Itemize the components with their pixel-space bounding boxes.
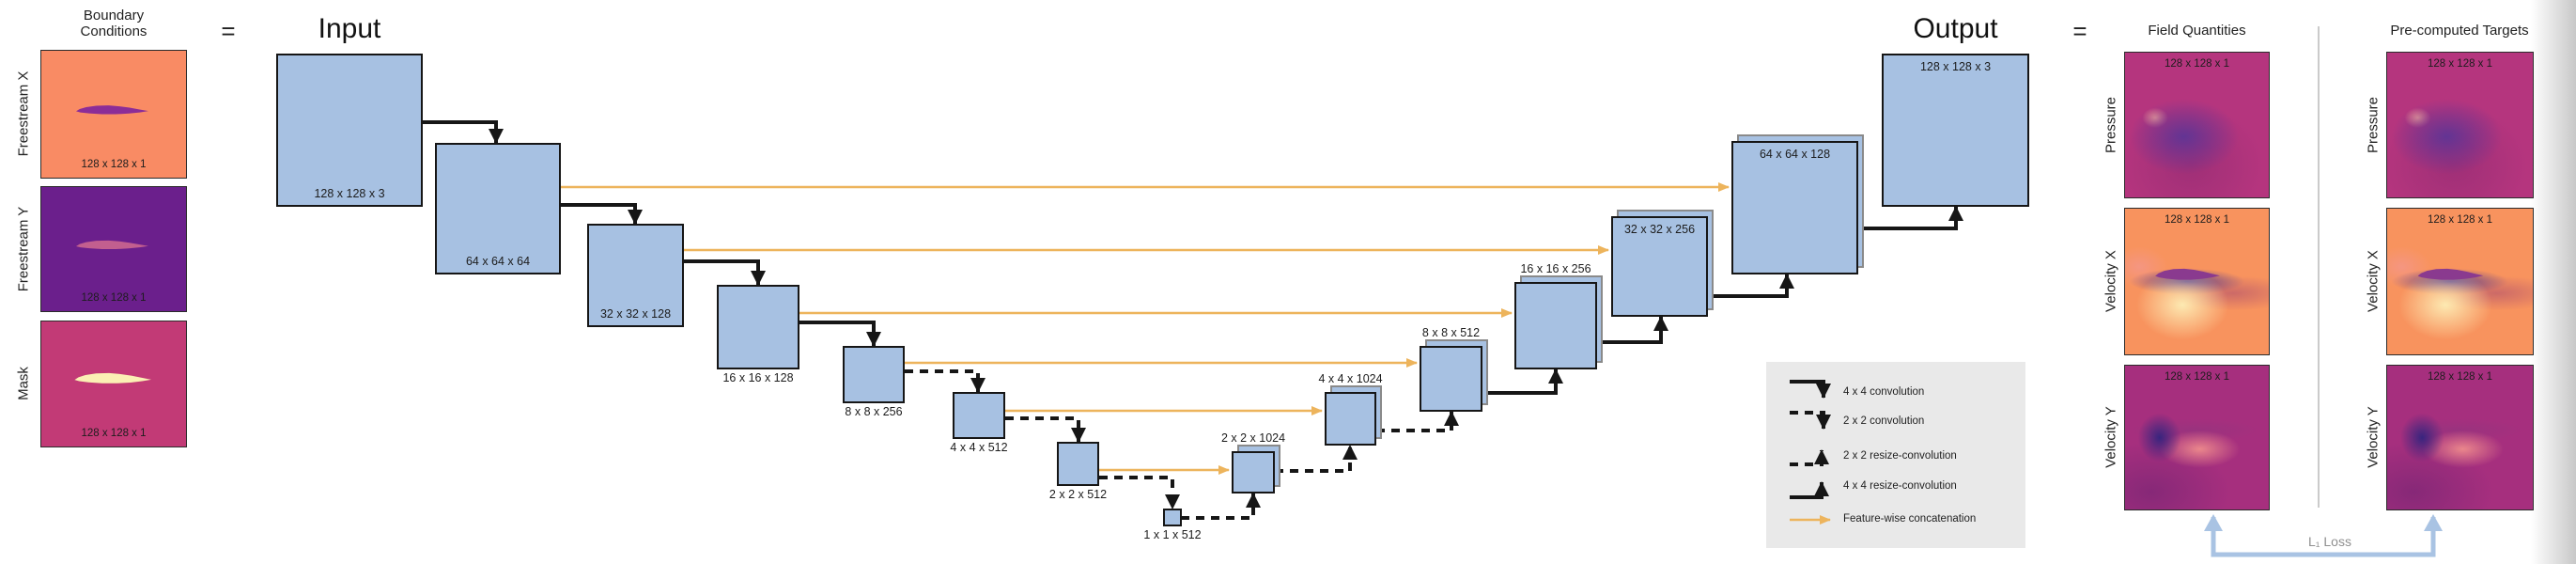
box-label: 32 x 32 x 256 <box>1623 223 1696 236</box>
legend-item-concat: Feature-wise concatenation <box>1843 513 1977 525</box>
loss-bracket <box>2204 514 2443 557</box>
unet-box-enc-2: 2 x 2 x 512 <box>1049 442 1107 501</box>
legend-item-conv2: 2 x 2 convolution <box>1843 415 1925 427</box>
unet-box-enc-64: 64 x 64 x 64 <box>435 143 561 274</box>
boundary-panel-freestream-x: 128 x 128 x 1 <box>40 50 187 179</box>
resize-arrow-dashed <box>1181 493 1261 520</box>
unet-box-dec-64: 64 x 64 x 128 <box>1731 141 1858 274</box>
unet-box-enc-4: 4 x 4 x 512 <box>950 392 1008 454</box>
box-label: 64 x 64 x 64 <box>465 255 531 268</box>
output-title: Output <box>1913 13 1998 44</box>
field-panel-pressure: 128 x 128 x 1 <box>2124 52 2270 198</box>
panel-dims: 128 x 128 x 1 <box>2427 58 2493 70</box>
airfoil-shape <box>74 372 152 384</box>
box-label: 8 x 8 x 256 <box>845 405 903 418</box>
field-panel-velocity-y: 128 x 128 x 1 <box>2124 365 2270 510</box>
precomputed-targets-title: Pre-computed Targets <box>2390 23 2529 39</box>
unet-box-dec-2: 2 x 2 x 1024 <box>1221 431 1285 494</box>
legend-item-resize2: 2 x 2 resize-convolution <box>1843 450 1957 462</box>
resize-arrow <box>1482 368 1563 395</box>
equals-sign-left: = <box>221 17 236 45</box>
panel-dims: 128 x 128 x 1 <box>2427 371 2493 383</box>
box-label: 1 x 1 x 512 <box>1143 528 1202 541</box>
target-panel-velocity-x: 128 x 128 x 1 <box>2386 208 2534 355</box>
box-label: 4 x 4 x 512 <box>950 441 1008 454</box>
boundary-title-line2: Conditions <box>80 24 147 39</box>
conv-4x4-arrows <box>423 120 881 347</box>
legend-box <box>1766 362 2025 548</box>
unet-box-dec-8: 8 x 8 x 512 <box>1420 326 1482 412</box>
panel-dims: 128 x 128 x 1 <box>81 428 147 439</box>
panel-dims: 128 x 128 x 1 <box>81 292 147 304</box>
input-title: Input <box>318 13 381 44</box>
unet-box-dec-32: 32 x 32 x 256 <box>1611 216 1708 317</box>
unet-box-enc-8: 8 x 8 x 256 <box>843 346 905 418</box>
conv-arrow-dashed <box>1005 416 1086 443</box>
unet-box-dec-4: 4 x 4 x 1024 <box>1318 372 1383 446</box>
legend-icon-resize2 <box>1790 449 1829 466</box>
panel-dims: 128 x 128 x 1 <box>2427 214 2493 226</box>
box-label: 2 x 2 x 512 <box>1048 488 1108 501</box>
airfoil-shape <box>2417 268 2484 280</box>
resize-arrow-dashed <box>1376 411 1459 432</box>
legend-icon-resize4 <box>1790 481 1829 499</box>
box-label: 32 x 32 x 128 <box>599 307 672 321</box>
conv-2x2-arrows <box>905 369 1180 509</box>
box-label: 16 x 16 x 256 <box>1520 262 1591 275</box>
box-label: 2 x 2 x 1024 <box>1220 431 1286 445</box>
legend-item-resize4: 4 x 4 resize-convolution <box>1843 480 1957 492</box>
airfoil-shape <box>75 240 148 250</box>
panel-dims: 128 x 128 x 1 <box>2164 214 2230 226</box>
conv-arrow <box>423 120 504 144</box>
field-panel-velocity-x: 128 x 128 x 1 <box>2124 208 2270 355</box>
resize-arrow <box>1597 316 1668 344</box>
unet-box-bottleneck-1: 1 x 1 x 512 <box>1143 509 1202 541</box>
legend-icon-conv2 <box>1790 411 1831 430</box>
l1-loss-label: L₁ Loss <box>2308 534 2351 549</box>
conv-arrow <box>684 259 766 286</box>
box-label: 8 x 8 x 512 <box>1421 326 1481 339</box>
equals-sign-right: = <box>2072 17 2087 45</box>
legend-icons <box>1790 380 1831 525</box>
field-quantities-title: Field Quantities <box>2148 23 2246 39</box>
unet-box-enc-16: 16 x 16 x 128 <box>717 285 799 384</box>
legend-icon-conv4 <box>1790 380 1831 399</box>
unet-box-enc-32: 32 x 32 x 128 <box>587 224 684 327</box>
box-label: 16 x 16 x 128 <box>722 371 794 384</box>
legend-item-conv4: 4 x 4 convolution <box>1843 386 1925 398</box>
box-label: 64 x 64 x 128 <box>1759 148 1831 161</box>
skip-connections <box>561 182 1730 475</box>
resize-conv-2x2-arrows <box>1181 411 1459 520</box>
conv-arrow <box>799 321 881 347</box>
target-panel-pressure: 128 x 128 x 1 <box>2386 52 2534 198</box>
boundary-panel-freestream-y: 128 x 128 x 1 <box>40 186 187 312</box>
boundary-title-line1: Boundary <box>83 8 145 24</box>
boundary-conditions-title: Boundary Conditions <box>31 8 196 39</box>
resize-arrow-dashed <box>1275 445 1358 473</box>
boundary-panel-mask: 128 x 128 x 1 <box>40 321 187 447</box>
box-label: 128 x 128 x 3 <box>1919 60 1992 73</box>
unet-box-dec-16: 16 x 16 x 256 <box>1514 262 1597 369</box>
target-panel-velocity-y: 128 x 128 x 1 <box>2386 365 2534 510</box>
panel-dims: 128 x 128 x 1 <box>81 159 147 170</box>
box-label: 4 x 4 x 1024 <box>1318 372 1383 385</box>
conv-arrow-dashed <box>905 369 985 393</box>
airfoil-shape <box>75 105 148 115</box>
unet-box-input-128: 128 x 128 x 3 <box>276 54 423 207</box>
resize-arrow <box>1708 274 1794 298</box>
box-label: 128 x 128 x 3 <box>314 187 385 200</box>
conv-arrow-dashed <box>1099 476 1180 509</box>
conv-arrow <box>561 203 643 225</box>
resize-conv-4x4-arrows <box>1482 206 1963 395</box>
panel-dims: 128 x 128 x 1 <box>2164 371 2230 383</box>
airfoil-shape <box>2155 268 2220 280</box>
panel-dims: 128 x 128 x 1 <box>2164 58 2230 70</box>
resize-arrow <box>1858 206 1963 230</box>
unet-box-output-128: 128 x 128 x 3 <box>1882 54 2029 207</box>
